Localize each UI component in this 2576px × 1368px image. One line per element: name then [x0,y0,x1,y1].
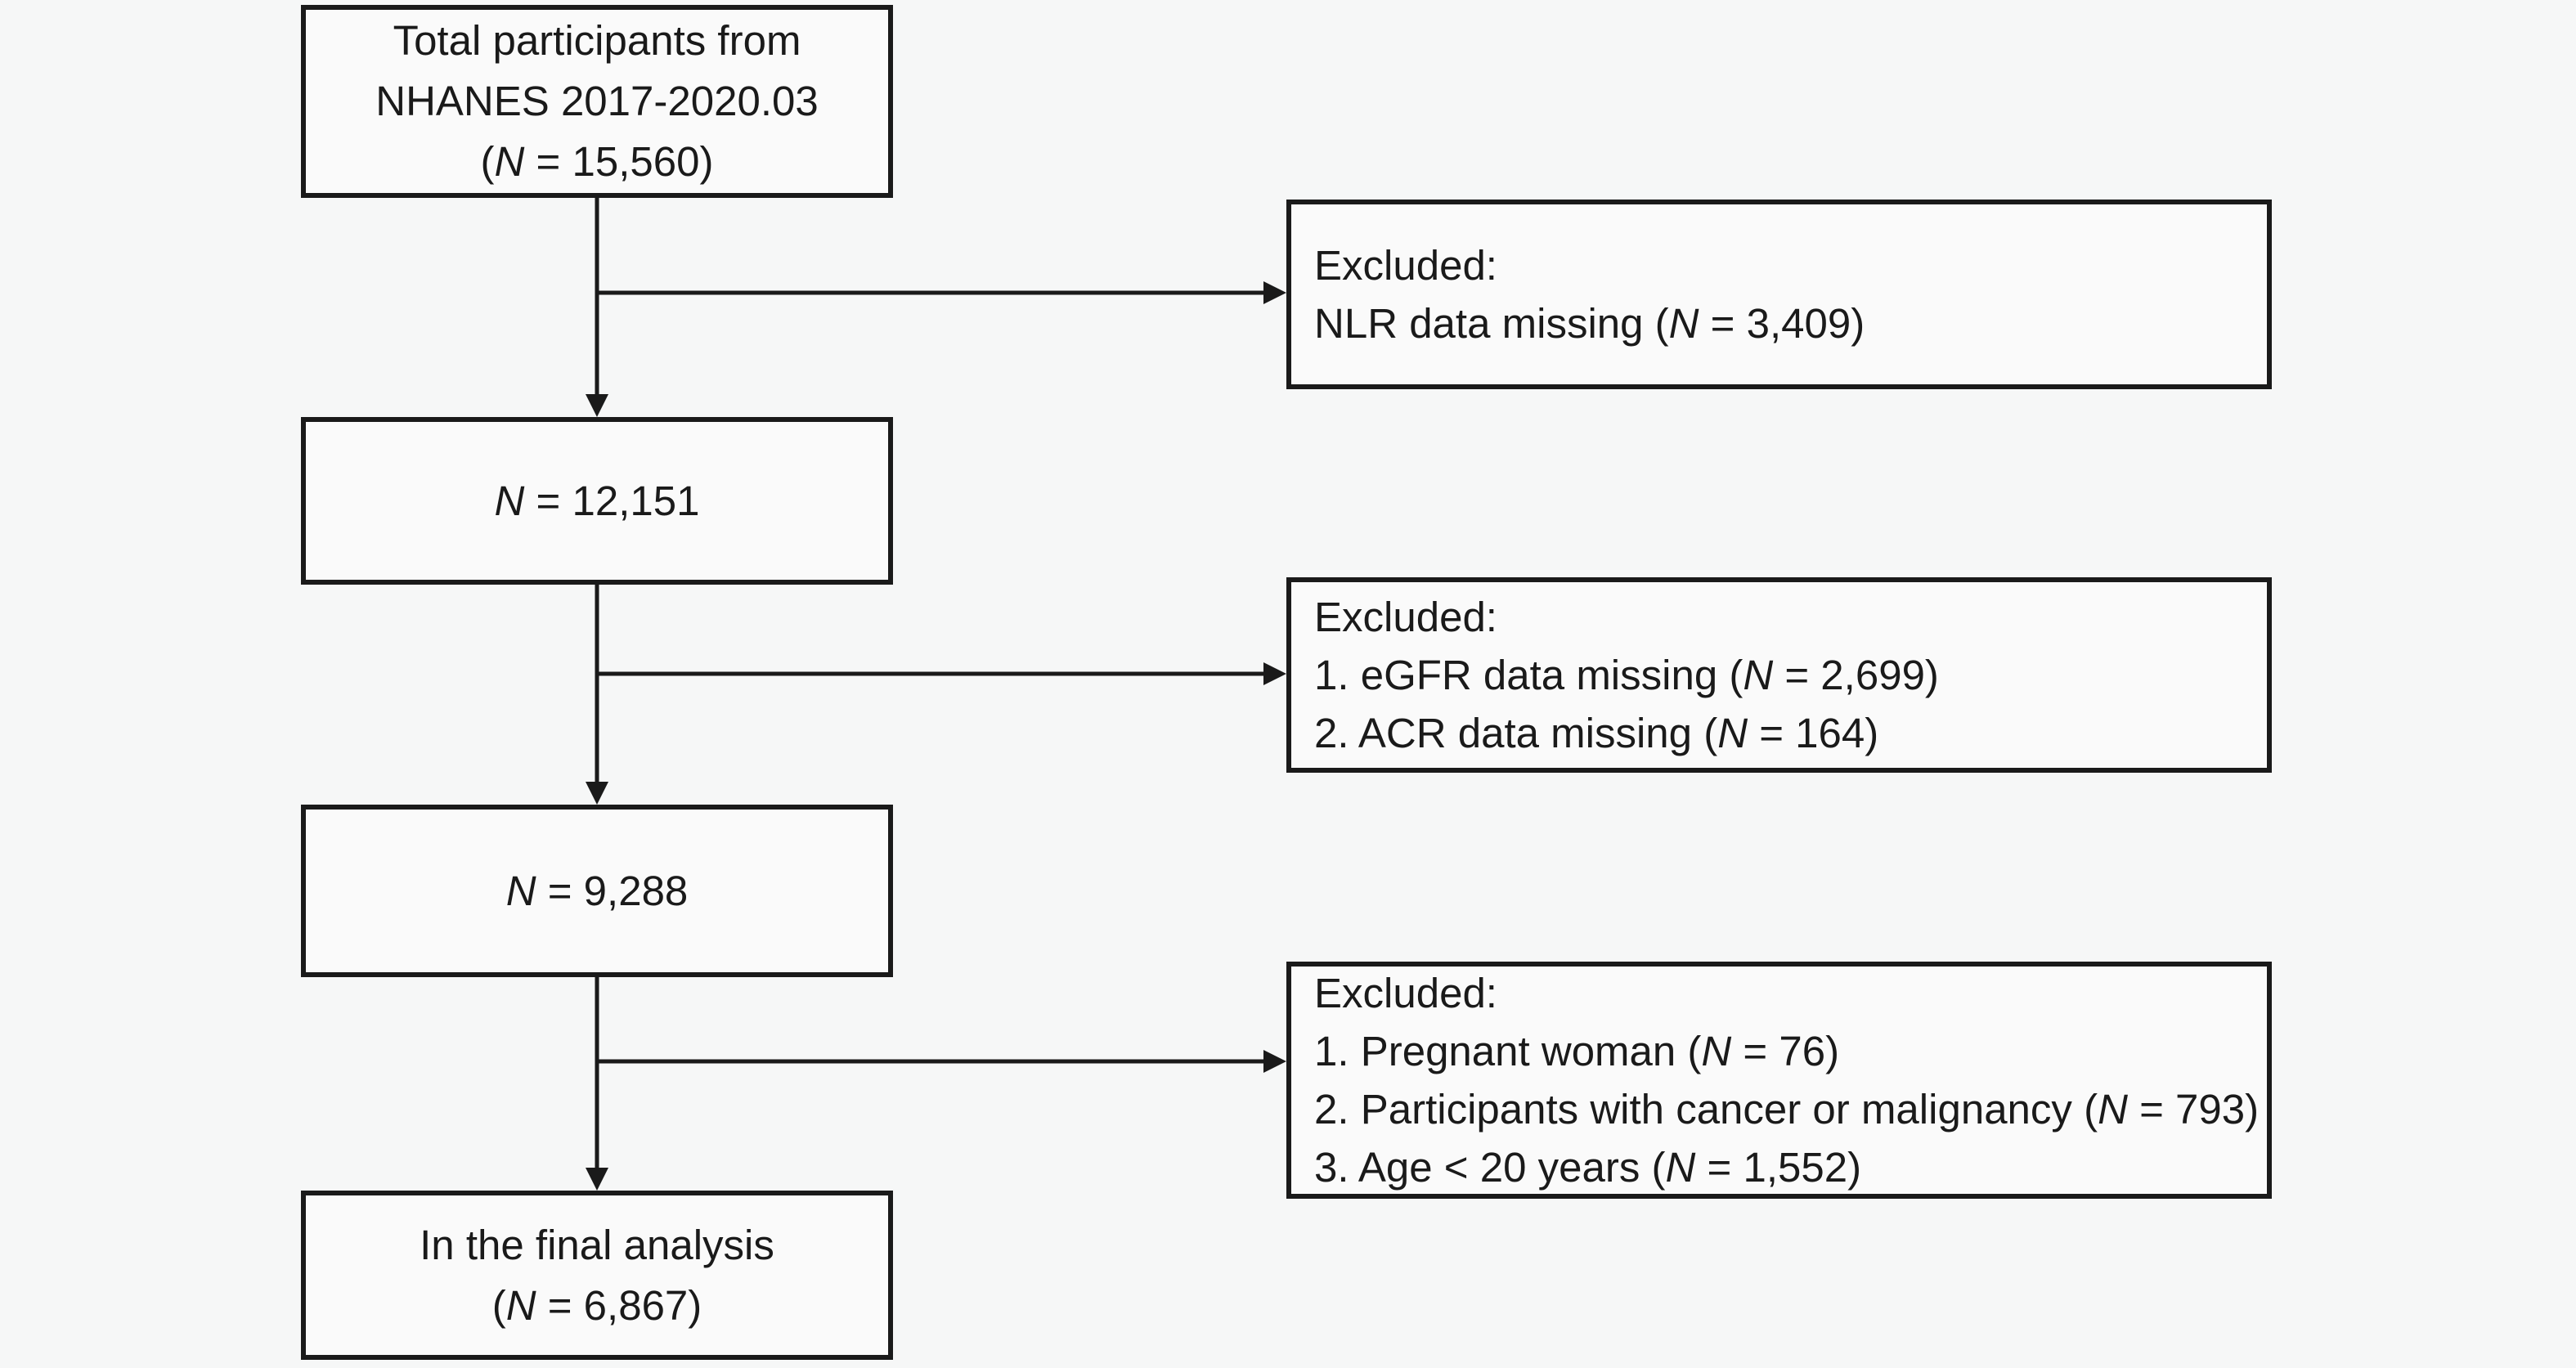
excluded-title: Excluded: [1314,594,1497,640]
box-line: (N = 6,867) [491,1281,702,1329]
n-symbol: N [1665,1144,1696,1191]
n-symbol: N [1717,710,1748,756]
arrow-down-icon [586,782,608,805]
excluded-item: 2. Participants with cancer or malignanc… [1314,1086,2260,1133]
excluded-item: 1. Pregnant woman (N = 76) [1314,1028,1840,1074]
n-symbol: N [494,477,525,524]
box-final-analysis: In the final analysis (N = 6,867) [301,1191,893,1360]
excluded-title: Excluded: [1314,242,1497,289]
n-symbol: N [1668,300,1699,347]
excluded-item: 1. eGFR data missing (N = 2,699) [1314,652,1939,698]
arrow-down-icon [586,1168,608,1191]
arrow-right-icon [1263,1050,1286,1073]
n-symbol: N [494,138,525,185]
n-symbol: N [505,1281,536,1329]
arrow-down-icon [586,394,608,417]
excluded-item: 2. ACR data missing (N = 164) [1314,710,1879,756]
box-n-12151: N = 12,151 [301,417,893,585]
box-line: N = 12,151 [494,477,700,524]
excluded-title: Excluded: [1314,970,1497,1016]
box-total-participants: Total participants from NHANES 2017-2020… [301,5,893,198]
box-n-9288: N = 9,288 [301,805,893,977]
n-symbol: N [505,867,536,914]
box-line: (N = 15,560) [480,138,714,185]
box-excluded-nlr: Excluded: NLR data missing (N = 3,409) [1286,200,2272,389]
box-line: Total participants from [393,17,801,64]
arrow-right-icon [1263,281,1286,304]
n-symbol: N [2098,1086,2128,1133]
box-excluded-egfr-acr: Excluded: 1. eGFR data missing (N = 2,69… [1286,577,2272,773]
n-symbol: N [1701,1028,1732,1074]
excluded-item: NLR data missing (N = 3,409) [1314,300,1865,347]
box-line: N = 9,288 [505,867,689,914]
excluded-item: 3. Age < 20 years (N = 1,552) [1314,1144,1862,1191]
box-excluded-pregnant-cancer-age: Excluded: 1. Pregnant woman (N = 76) 2. … [1286,962,2272,1199]
n-symbol: N [1743,652,1774,698]
box-line: NHANES 2017-2020.03 [375,78,819,124]
arrow-right-icon [1263,662,1286,685]
box-line: In the final analysis [420,1221,774,1268]
